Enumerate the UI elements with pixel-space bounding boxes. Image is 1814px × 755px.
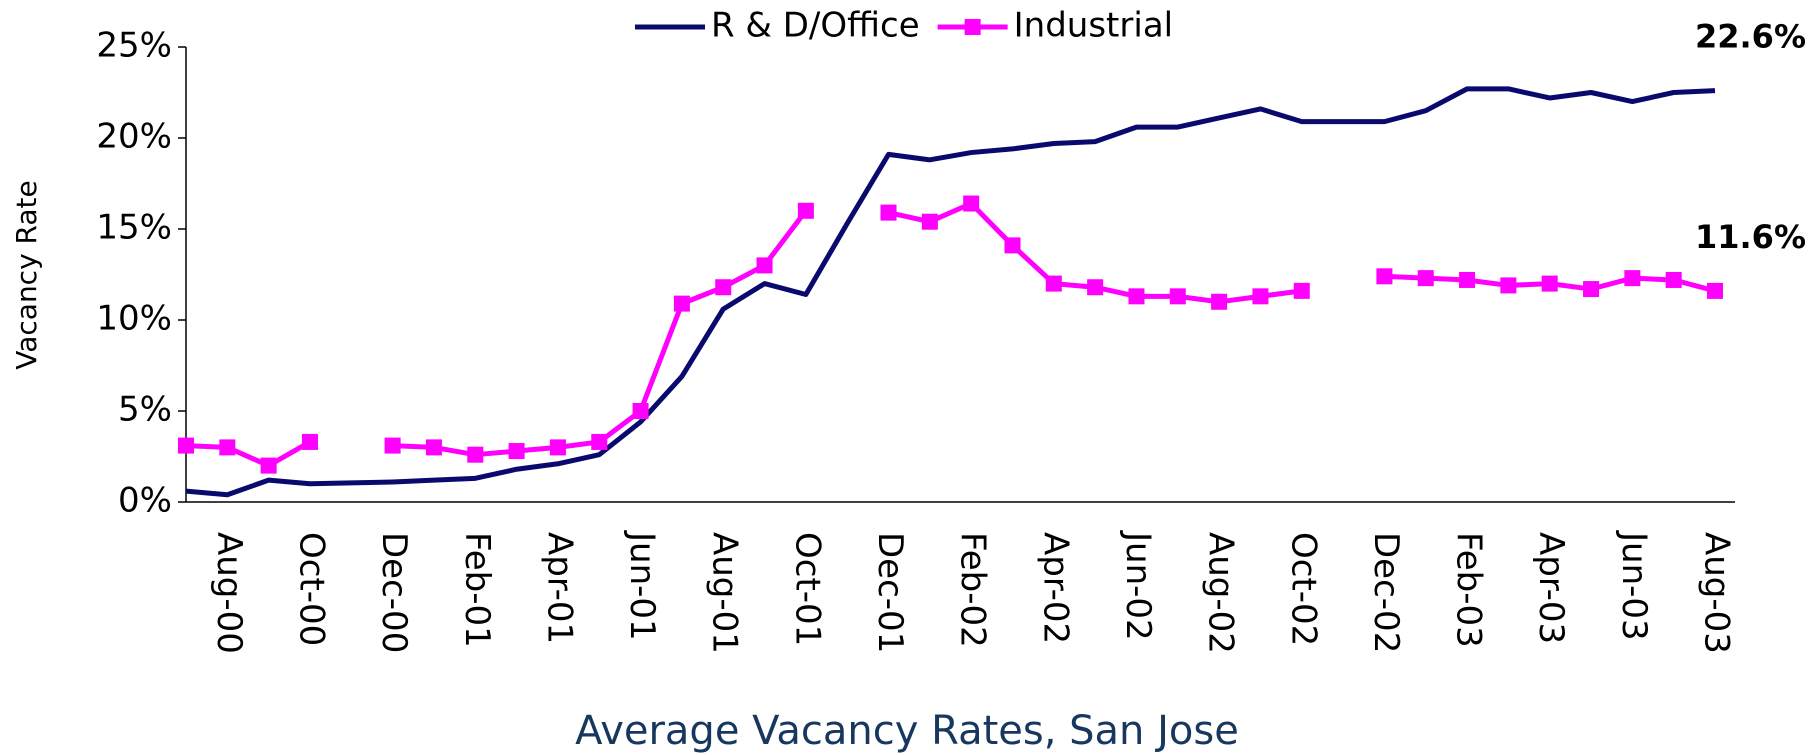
point-marker (1624, 270, 1641, 287)
series-line (185, 86, 1716, 498)
point-marker (425, 439, 442, 456)
point-marker (1707, 282, 1723, 299)
legend-marker (964, 19, 981, 35)
series-line (185, 201, 1716, 469)
x-tick-label: Aug-01 (705, 532, 745, 654)
x-tick-label: Aug-02 (1201, 532, 1241, 654)
chart-title: Average Vacancy Rates, San Jose (575, 708, 1239, 754)
y-tick-label: 25% (96, 26, 172, 66)
x-tick-label: Dec-01 (870, 532, 910, 653)
x-tick-label: Apr-01 (539, 532, 579, 644)
x-tick-label: Feb-02 (953, 532, 993, 648)
point-marker (797, 202, 814, 219)
y-tick-label: 20% (96, 117, 172, 157)
point-marker (260, 457, 277, 474)
x-tick-label: Aug-03 (1697, 532, 1737, 654)
x-tick-label: Feb-03 (1449, 532, 1489, 648)
annotation: 11.6% (1695, 218, 1806, 256)
y-axis-label: Vacancy Rate (10, 180, 43, 370)
point-marker (1500, 277, 1517, 294)
point-marker (219, 439, 236, 456)
point-marker (467, 446, 484, 463)
point-marker (301, 433, 318, 450)
x-tick-label: Feb-01 (457, 532, 497, 648)
point-marker (1004, 237, 1021, 254)
x-tick-label: Dec-00 (374, 532, 414, 653)
x-tick-label: Oct-00 (291, 532, 331, 646)
y-tick-label: 0% (118, 481, 172, 521)
point-marker (591, 433, 608, 450)
point-marker (178, 437, 194, 454)
point-marker (1376, 268, 1393, 285)
annotation: 22.6% (1695, 18, 1806, 56)
point-marker (756, 257, 773, 274)
x-tick-label: Apr-03 (1531, 532, 1571, 644)
x-tick-label: Apr-02 (1035, 532, 1075, 644)
y-tick-label: 15% (96, 208, 172, 248)
x-tick-label: Dec-02 (1366, 532, 1406, 653)
point-marker (1293, 282, 1310, 299)
point-marker (1459, 271, 1476, 288)
point-marker (1087, 279, 1104, 296)
point-marker (1665, 271, 1682, 288)
point-marker (715, 279, 732, 296)
point-marker (673, 295, 690, 312)
point-marker (549, 439, 566, 456)
point-marker (1417, 270, 1434, 287)
x-tick-label: Jun-01 (622, 530, 662, 641)
point-marker (1169, 288, 1186, 305)
point-marker (384, 437, 401, 454)
point-marker (880, 204, 897, 221)
point-marker (508, 443, 525, 460)
point-marker (1045, 275, 1062, 292)
point-marker (632, 403, 649, 419)
x-tick-label: Oct-02 (1283, 532, 1323, 646)
point-marker (921, 213, 938, 230)
x-tick-label: Oct-01 (787, 532, 827, 646)
point-marker (1252, 288, 1269, 305)
point-marker (1583, 281, 1600, 298)
point-marker (1541, 275, 1558, 292)
y-tick-label: 5% (118, 390, 172, 430)
legend-label: R & D/Office (711, 6, 920, 46)
x-tick-label: Jun-02 (1118, 530, 1158, 641)
point-marker (1128, 288, 1145, 305)
x-tick-label: Jun-03 (1614, 530, 1654, 641)
point-marker (1211, 293, 1228, 310)
legend-label: Industrial (1014, 6, 1173, 46)
point-marker (963, 195, 980, 212)
y-tick-label: 10% (96, 299, 172, 339)
x-tick-label: Aug-00 (209, 532, 249, 654)
